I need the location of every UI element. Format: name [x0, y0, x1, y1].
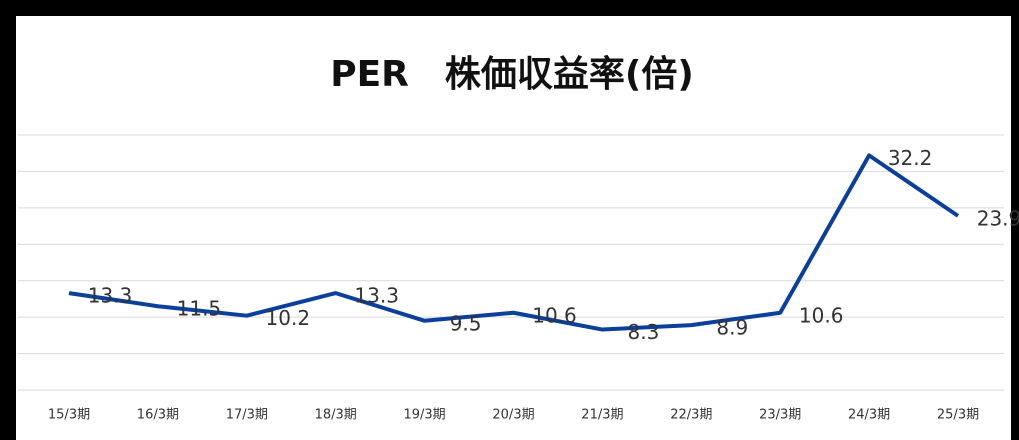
- x-tick-label: 21/3期: [581, 408, 623, 423]
- x-tick-label: 24/3期: [848, 408, 890, 423]
- x-tick-label: 20/3期: [492, 408, 534, 423]
- x-tick-label: 23/3期: [759, 408, 801, 423]
- data-label: 10.6: [799, 303, 844, 327]
- chart-title: PER 株価収益率(倍): [330, 54, 694, 95]
- data-label: 10.2: [266, 306, 311, 330]
- x-tick-label: 17/3期: [226, 408, 268, 423]
- x-tick-label: 16/3期: [137, 408, 179, 423]
- data-label: 23.9: [977, 206, 1019, 230]
- x-tick-label: 19/3期: [403, 408, 445, 423]
- data-label: 9.5: [450, 311, 482, 335]
- x-tick-label: 25/3期: [937, 408, 979, 423]
- data-label: 13.3: [354, 284, 399, 308]
- data-label: 8.9: [716, 316, 748, 340]
- data-label: 8.3: [627, 320, 659, 344]
- plot-background: [16, 16, 1011, 440]
- data-label: 11.5: [177, 297, 222, 321]
- data-label: 10.6: [532, 303, 577, 327]
- data-line: [68, 153, 960, 332]
- data-label: 13.3: [88, 284, 133, 308]
- data-label: 32.2: [888, 146, 933, 170]
- x-tick-label: 18/3期: [315, 408, 357, 423]
- x-tick-label: 22/3期: [670, 408, 712, 423]
- x-tick-label: 15/3期: [48, 408, 90, 423]
